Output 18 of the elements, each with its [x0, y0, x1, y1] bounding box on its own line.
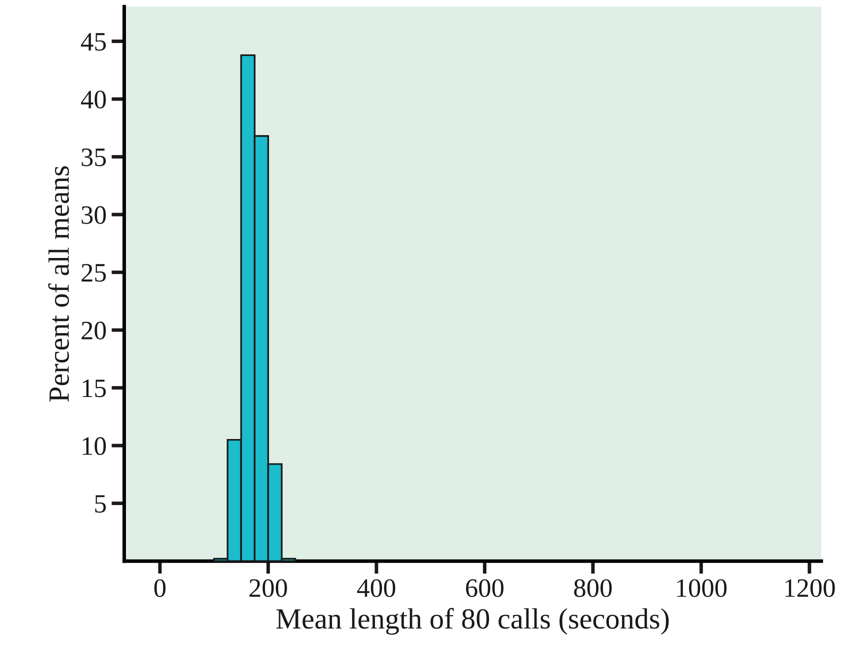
x-tick-label: 200	[250, 579, 287, 598]
x-tick-label: 600	[466, 579, 504, 598]
y-tick-label: 20	[82, 322, 106, 340]
x-tick-label: 1200	[785, 579, 835, 598]
y-tick-label: 45	[80, 33, 106, 51]
x-tick-label: 0	[154, 579, 166, 598]
y-tick-label: 10	[82, 437, 106, 455]
x-tick-label: 800	[574, 579, 612, 598]
x-axis-title: Mean length of 80 calls (seconds)	[276, 608, 669, 635]
y-tick-label: 25	[82, 264, 106, 282]
x-tick-label: 1000	[677, 579, 727, 598]
y-tick-label: 5	[95, 495, 106, 513]
x-tick-label: 400	[357, 579, 396, 598]
y-tick-label: 15	[82, 380, 106, 398]
y-tick-label: 40	[80, 90, 106, 108]
y-tick-label: 35	[82, 148, 106, 166]
y-tick-label: 30	[82, 206, 106, 224]
y-axis-title: Percent of all means	[48, 166, 69, 402]
